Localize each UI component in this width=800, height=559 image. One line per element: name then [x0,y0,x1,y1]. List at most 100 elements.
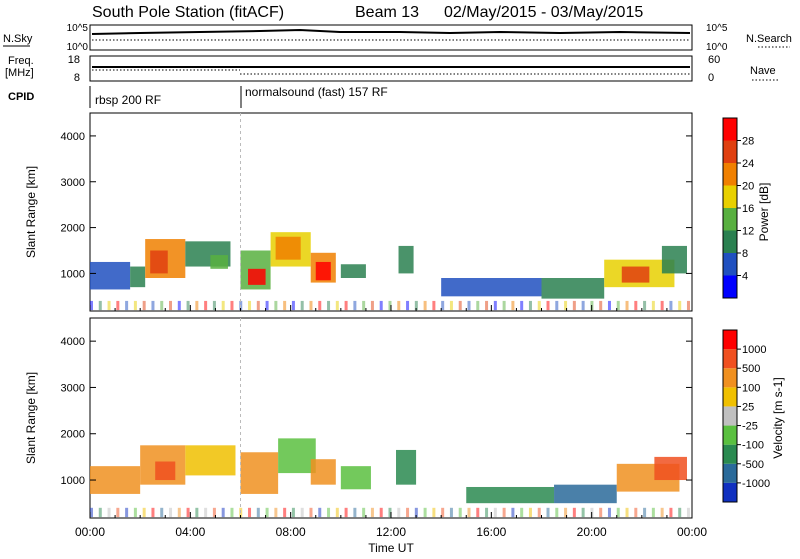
velocity-colorbar: 1000 500 100 25 -25 -100 -500 -1000 [722,329,770,503]
time-axis-tick-label: 00:00 [75,525,105,539]
power-near-range-speck [221,300,225,311]
velocity-near-range-speck [581,507,585,518]
power-near-range-speck [186,300,190,311]
velocity-y-tick-label: 2000 [61,429,85,441]
power-near-range-speck [98,300,102,311]
velocity-colorbar-segment [723,406,737,426]
velocity-near-range-speck [537,507,541,518]
station-title: South Pole Station (fitACF) [92,4,284,21]
power-near-range-speck [572,300,576,311]
velocity-colorbar-segment [723,330,737,350]
velocity-y-tick-label: 3000 [61,382,85,394]
power-echo-7 [248,268,266,285]
power-echo-5 [210,255,228,269]
power-echo-12 [340,264,366,278]
velocity-near-range-speck [555,507,559,518]
power-near-range-speck [256,300,260,311]
velocity-near-range-speck [370,507,374,518]
velocity-near-range-speck [151,507,155,518]
power-colorbar-tick-label: 12 [742,226,754,238]
velocity-near-range-speck [133,507,137,518]
power-colorbar-segment [723,163,737,186]
power-near-range-speck [318,300,322,311]
velocity-panel: Slant Range [km] 1000 2000 3000 4000 1000 50… [24,317,785,519]
power-near-range-speck [291,300,295,311]
velocity-near-range-speck [125,507,129,518]
power-near-range-speck [388,300,392,311]
power-panel: Slant Range [km] 1000 2000 3000 4000 4 8 12 16… [24,112,771,312]
power-near-range-speck [116,300,120,311]
power-y-tick-label: 3000 [61,177,85,189]
power-near-range-speck [160,300,164,311]
freq-panel: Freq. [MHz] 18 8 Nave 60 0 [5,54,778,84]
power-near-range-speck [406,300,410,311]
velocity-echo-5 [278,438,316,474]
velocity-y-tick-label: 4000 [61,336,85,348]
velocity-colorbar-tick-label: -25 [742,421,758,433]
power-near-range-speck [379,300,383,311]
power-near-range-speck [327,300,331,311]
power-near-range-speck [309,300,313,311]
velocity-near-range-speck [651,507,655,518]
power-echo-0 [90,261,131,290]
cpid-entry-0: rbsp 200 RF [95,93,161,107]
freq-tick-bottom: 8 [74,72,80,84]
velocity-near-range-speck [406,507,410,518]
power-near-range-speck [204,300,208,311]
power-near-range-speck [248,300,252,311]
velocity-colorbar-label: Velocity [m s-1] [771,377,785,458]
power-colorbar-tick-label: 16 [742,203,754,215]
velocity-colorbar-tick-label: -1000 [742,478,770,490]
power-near-range-speck [660,300,664,311]
power-near-range-speck [423,300,427,311]
power-colorbar-tick-label: 8 [742,248,748,260]
velocity-colorbar-segment [723,349,737,369]
power-near-range-speck [643,300,647,311]
freq-label-1: Freq. [8,55,34,67]
velocity-near-range-speck [467,507,471,518]
power-near-range-speck [195,300,199,311]
velocity-near-range-speck [634,507,638,518]
velocity-near-range-speck [256,507,260,518]
velocity-near-range-speck [335,507,339,518]
power-near-range-speck [107,300,111,311]
time-axis-tick-label: 20:00 [577,525,607,539]
velocity-near-range-speck [274,507,278,518]
velocity-near-range-speck [607,507,611,518]
power-colorbar-tick-label: 28 [742,136,754,148]
nave-tick-bottom: 0 [708,72,714,84]
velocity-near-range-speck [616,507,620,518]
velocity-near-range-speck [212,507,216,518]
velocity-near-range-speck [397,507,401,518]
power-near-range-speck [212,300,216,311]
velocity-echo-9 [466,486,555,504]
power-near-range-speck [169,300,173,311]
power-echo-9 [275,236,301,260]
power-near-range-speck [599,300,603,311]
cpid-entry-1: normalsound (fast) 157 RF [245,85,388,99]
velocity-near-range-speck [248,507,252,518]
velocity-near-range-speck [160,507,164,518]
power-near-range-speck [151,300,155,311]
velocity-near-range-speck [327,507,331,518]
velocity-near-range-speck [230,507,234,518]
power-near-range-speck [502,300,506,311]
velocity-colorbar-tick-label: 100 [742,382,760,394]
power-near-range-speck [476,300,480,311]
power-near-range-speck [133,300,137,311]
velocity-near-range-speck [493,507,497,518]
velocity-near-range-speck [318,507,322,518]
velocity-near-range-speck [599,507,603,518]
velocity-near-range-speck [204,507,208,518]
velocity-near-range-speck [107,507,111,518]
time-axis: 00:00 04:00 08:00 12:00 16:00 20:00 00:00 [75,525,707,539]
time-axis-tick-label: 12:00 [376,525,406,539]
power-near-range-speck [467,300,471,311]
power-echo-3 [150,250,168,274]
velocity-near-range-speck [449,507,453,518]
velocity-echo-2 [155,461,176,481]
velocity-colorbar-segment [723,425,737,445]
power-echo-17 [621,266,650,283]
power-echoes [90,113,690,311]
velocity-near-range-speck [116,507,120,518]
